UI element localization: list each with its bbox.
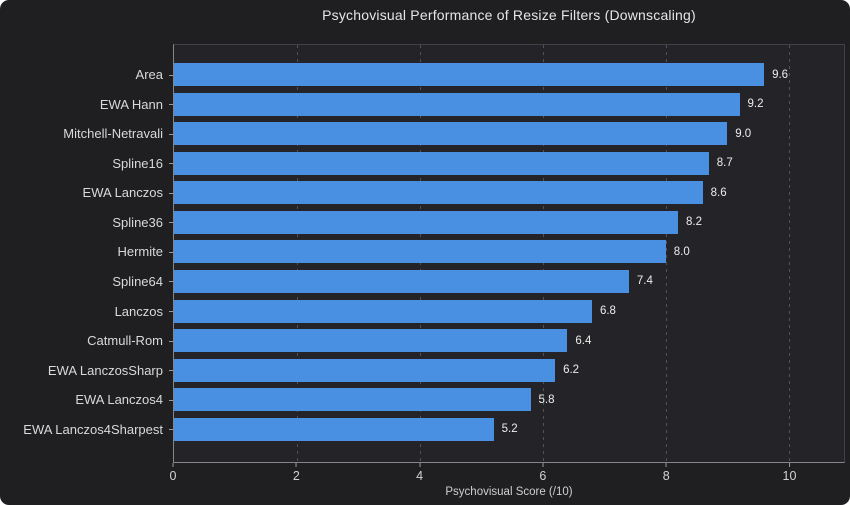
category-label: Area [135,67,163,83]
x-tick-6: 6 [539,463,546,483]
y-tick-mark [169,370,173,372]
value-label: 9.2 [747,98,764,111]
bar-catmull-rom [174,329,568,353]
category-label: Spline64 [112,273,163,289]
value-label: 5.8 [538,393,555,406]
y-tick-mark [169,74,173,76]
x-tick-label: 0 [169,469,177,483]
gridline-10 [788,45,790,462]
gridline-8 [665,45,667,462]
x-tick-label: 8 [662,469,670,483]
bar-spline16 [174,151,709,175]
bar-row: EWA Lanczos4Sharpest 5.2 [23,414,844,444]
bar-row: Catmull-Rom 6.4 [87,326,844,356]
value-label: 6.4 [575,334,592,347]
y-tick-mark [169,399,173,401]
category-label: EWA Lanczos4Sharpest [23,421,163,437]
y-tick-mark [169,251,173,253]
y-tick-mark [169,163,173,165]
value-label: 7.4 [636,275,653,288]
x-tick-10: 10 [782,463,797,483]
bar-row: Area 9.6 [136,60,844,90]
x-tick-mark [295,463,297,467]
category-label: Mitchell-Netravali [63,126,163,142]
y-tick-mark [169,133,173,135]
bar-ewa-lanczossharp [174,358,556,382]
value-label: 8.6 [710,186,727,199]
x-axis: 0 2 4 6 8 10 [169,463,845,487]
value-label: 8.2 [686,216,703,229]
bar-row: Mitchell-Netravali 9.0 [63,119,844,149]
bar-row: EWA LanczosSharp 6.2 [48,355,844,385]
bar-ewa-lanczos4 [174,388,531,412]
x-tick-8: 8 [663,463,670,483]
x-tick-label: 10 [782,469,797,483]
category-label: EWA LanczosSharp [47,362,163,378]
y-tick-mark [169,340,173,342]
y-tick-mark [169,281,173,283]
bar-spline64 [174,269,629,293]
bar-rows: Area 9.6 EWA Hann 9.2 Mitchell-Netravali 9.0 S… [23,45,844,462]
value-label: 9.6 [772,68,789,81]
value-label: 9.0 [735,127,752,140]
bar-hermite [174,240,666,264]
bar-row: Spline64 7.4 [112,267,844,297]
bar-ewa-lanczos4sharpest [174,417,494,441]
bar-row: EWA Lanczos4 5.8 [75,385,844,415]
x-tick-mark [542,463,544,467]
chart-title: Psychovisual Performance of Resize Filte… [322,7,696,23]
x-tick-mark [665,463,667,467]
bar-row: Spline36 8.2 [112,208,844,238]
category-label: Spline16 [112,155,163,171]
bar-row: EWA Lanczos 8.6 [83,178,844,208]
x-tick-mark [789,463,790,467]
category-label: EWA Lanczos [82,185,163,201]
bar-row: Lanczos 6.8 [115,296,844,326]
x-tick-label: 4 [416,469,424,483]
category-label: EWA Hann [99,96,163,112]
y-tick-mark [169,104,173,106]
x-tick-2: 2 [293,463,300,483]
value-label: 5.2 [501,423,518,436]
bar-mitchell-netravali [174,122,728,146]
category-label: Lanczos [114,303,163,319]
x-tick-0: 0 [169,463,177,483]
value-label: 8.0 [673,245,690,258]
bar-lanczos [174,299,592,323]
value-label: 6.2 [563,364,580,377]
x-tick-label: 6 [539,469,547,483]
x-tick-label: 2 [292,469,300,483]
category-label: Spline36 [112,214,163,230]
bar-row: Hermite 8.0 [117,237,844,267]
y-tick-mark [169,311,173,313]
value-label: 6.8 [599,305,616,318]
category-label: Catmull-Rom [87,333,163,349]
bar-row: EWA Hann 9.2 [100,90,844,120]
category-label: Hermite [117,244,163,260]
value-label: 8.7 [716,157,733,170]
bar-ewa-hann [174,92,740,116]
bar-row: Spline16 8.7 [112,149,844,179]
category-label: EWA Lanczos4 [75,392,163,408]
bar-ewa-lanczos [174,181,703,205]
bar-spline36 [174,210,679,234]
x-tick-mark [419,463,421,467]
bar-area [174,63,765,87]
plot-area: Area 9.6 EWA Hann 9.2 Mitchell-Netravali 9.0 S… [23,44,845,463]
x-tick-mark [172,463,174,467]
x-axis-label: Psychovisual Score (/10) [445,486,573,498]
x-tick-4: 4 [416,463,423,483]
y-tick-mark [169,222,173,224]
y-tick-mark [169,192,173,194]
y-tick-mark [169,429,173,431]
